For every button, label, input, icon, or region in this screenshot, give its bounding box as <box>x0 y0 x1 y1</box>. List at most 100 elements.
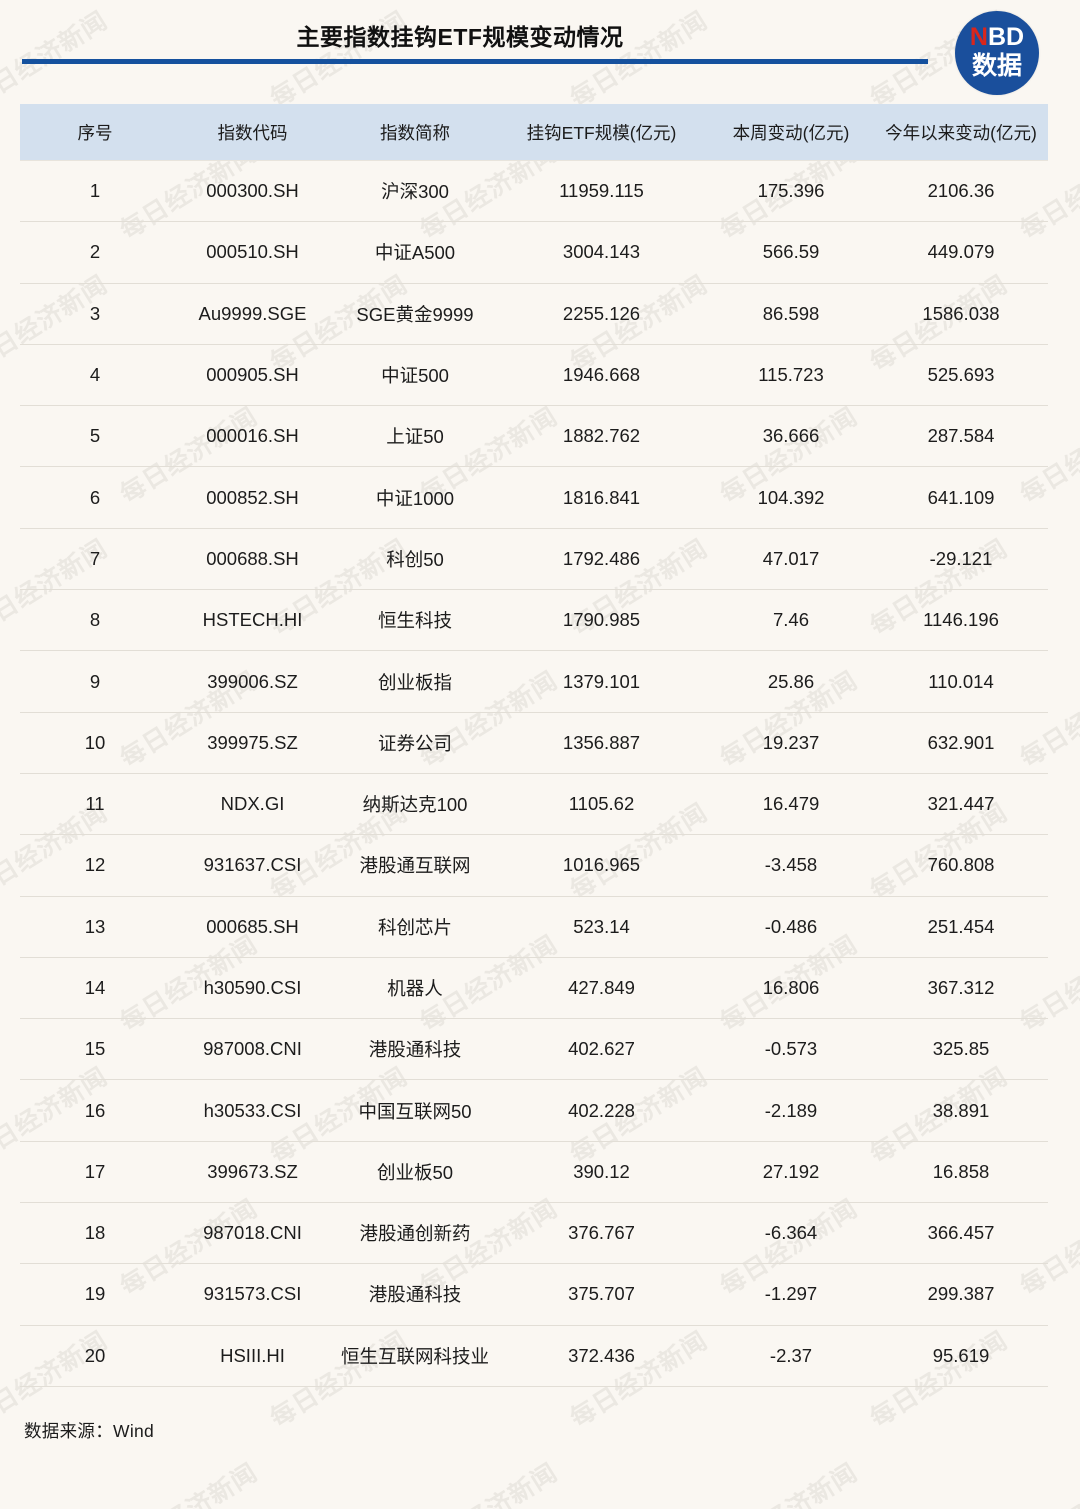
cell-index-code: 987008.CNI <box>170 1018 335 1081</box>
cell-etf-scale: 402.627 <box>495 1018 708 1081</box>
nbd-logo-wordmark: NBD <box>955 25 1039 50</box>
header-bar: 主要指数挂钩ETF规模变动情况 <box>0 0 1080 62</box>
cell-index-code: 000852.SH <box>170 466 335 529</box>
cell-etf-scale: 11959.115 <box>495 159 708 223</box>
cell-index: 7 <box>20 528 170 591</box>
cell-weekly-change: 104.392 <box>708 466 874 529</box>
column-header-ytd-change: 今年以来变动(亿元) <box>885 122 1037 143</box>
cell-index: 14 <box>20 957 170 1020</box>
data-source-note: 数据来源：Wind <box>24 1421 155 1441</box>
cell-ytd-change: 38.891 <box>874 1079 1048 1142</box>
cell-etf-scale: 523.14 <box>495 896 708 958</box>
cell-weekly-change: 86.598 <box>708 283 874 345</box>
cell-ytd-change: 367.312 <box>874 957 1048 1020</box>
table-row: 14 h30590.CSI 机器人 427.849 16.806 367.312 <box>20 957 1048 1020</box>
cell-index: 8 <box>20 589 170 652</box>
table-row: 2 000510.SH 中证A500 3004.143 566.59 449.079 <box>20 221 1048 284</box>
table-row: 3 Au9999.SGE SGE黄金9999 2255.126 86.598 1586.0… <box>20 283 1048 345</box>
table-header: 序号 指数代码 指数简称 挂钩ETF规模(亿元) 本周变动(亿元) 今年以来变动… <box>20 104 1048 161</box>
cell-index: 19 <box>20 1263 170 1326</box>
cell-etf-scale: 1356.887 <box>495 712 708 774</box>
cell-ytd-change: 251.454 <box>874 896 1048 958</box>
cell-index-code: Au9999.SGE <box>170 283 335 345</box>
cell-index-name: 中证1000 <box>335 466 495 529</box>
cell-weekly-change: 25.86 <box>708 650 874 713</box>
cell-ytd-change: 632.901 <box>874 712 1048 774</box>
cell-weekly-change: 47.017 <box>708 528 874 591</box>
cell-index: 5 <box>20 405 170 468</box>
watermark-text: 每日经济新闻 <box>1012 1453 1080 1509</box>
cell-weekly-change: 566.59 <box>708 221 874 284</box>
cell-etf-scale: 3004.143 <box>495 221 708 284</box>
cell-index: 6 <box>20 466 170 529</box>
cell-ytd-change: 321.447 <box>874 773 1048 836</box>
cell-index-name: 纳斯达克100 <box>335 773 495 836</box>
cell-ytd-change: 16.858 <box>874 1141 1048 1204</box>
table-header-row: 序号 指数代码 指数简称 挂钩ETF规模(亿元) 本周变动(亿元) 今年以来变动… <box>20 104 1048 161</box>
cell-weekly-change: 27.192 <box>708 1141 874 1204</box>
cell-index-name: SGE黄金9999 <box>335 283 495 345</box>
cell-index: 17 <box>20 1141 170 1204</box>
cell-index-code: 000905.SH <box>170 344 335 407</box>
cell-ytd-change: 641.109 <box>874 466 1048 529</box>
table-row: 19 931573.CSI 港股通科技 375.707 -1.297 299.387 <box>20 1263 1048 1326</box>
nbd-logo-letter-n: N <box>969 23 988 51</box>
etf-table-container: 序号 指数代码 指数简称 挂钩ETF规模(亿元) 本周变动(亿元) 今年以来变动… <box>0 104 1080 1387</box>
cell-index-code: 931573.CSI <box>170 1263 335 1326</box>
cell-index-code: 000688.SH <box>170 528 335 591</box>
cell-index-name: 港股通科技 <box>335 1263 495 1326</box>
cell-index-name: 中证A500 <box>335 221 495 284</box>
table-body: 1 000300.SH 沪深300 11959.115 175.396 2106.36 2 0… <box>20 159 1048 1387</box>
cell-index-code: 000300.SH <box>170 159 335 223</box>
table-row: 20 HSIII.HI 恒生互联网科技业 372.436 -2.37 95.619 <box>20 1325 1048 1387</box>
cell-weekly-change: -6.364 <box>708 1202 874 1265</box>
cell-index: 12 <box>20 834 170 897</box>
cell-index-name: 上证50 <box>335 405 495 468</box>
cell-etf-scale: 376.767 <box>495 1202 708 1265</box>
cell-weekly-change: -2.189 <box>708 1079 874 1142</box>
cell-etf-scale: 1792.486 <box>495 528 708 591</box>
cell-index-code: NDX.GI <box>170 773 335 836</box>
cell-ytd-change: 449.079 <box>874 221 1048 284</box>
cell-weekly-change: 175.396 <box>708 159 874 223</box>
cell-index-code: 399673.SZ <box>170 1141 335 1204</box>
cell-ytd-change: 287.584 <box>874 405 1048 468</box>
cell-ytd-change: -29.121 <box>874 528 1048 591</box>
table-row: 18 987018.CNI 港股通创新药 376.767 -6.364 366.457 <box>20 1202 1048 1265</box>
cell-etf-scale: 375.707 <box>495 1263 708 1326</box>
column-header-weekly-change: 本周变动(亿元) <box>732 122 850 143</box>
cell-index: 11 <box>20 773 170 836</box>
cell-index-code: h30590.CSI <box>170 957 335 1020</box>
cell-index-name: 中证500 <box>335 344 495 407</box>
cell-weekly-change: -2.37 <box>708 1325 874 1387</box>
table-row: 7 000688.SH 科创50 1792.486 47.017 -29.121 <box>20 528 1048 591</box>
cell-etf-scale: 1816.841 <box>495 466 708 529</box>
cell-index: 18 <box>20 1202 170 1265</box>
title-divider <box>22 59 928 64</box>
cell-index: 2 <box>20 221 170 284</box>
cell-index-name: 港股通互联网 <box>335 834 495 897</box>
cell-weekly-change: 19.237 <box>708 712 874 774</box>
table-row: 5 000016.SH 上证50 1882.762 36.666 287.584 <box>20 405 1048 468</box>
cell-index-code: 000685.SH <box>170 896 335 958</box>
cell-ytd-change: 95.619 <box>874 1325 1048 1387</box>
column-header-index-code: 指数代码 <box>217 122 288 143</box>
cell-ytd-change: 1146.196 <box>874 589 1048 652</box>
cell-index: 15 <box>20 1018 170 1081</box>
table-row: 9 399006.SZ 创业板指 1379.101 25.86 110.014 <box>20 650 1048 713</box>
cell-etf-scale: 427.849 <box>495 957 708 1020</box>
column-header-etf-scale: 挂钩ETF规模(亿元) <box>526 122 677 143</box>
cell-index-code: h30533.CSI <box>170 1079 335 1142</box>
nbd-logo-letters-bd: BD <box>987 23 1025 51</box>
cell-etf-scale: 2255.126 <box>495 283 708 345</box>
cell-etf-scale: 402.228 <box>495 1079 708 1142</box>
cell-ytd-change: 325.85 <box>874 1018 1048 1081</box>
cell-index-code: 987018.CNI <box>170 1202 335 1265</box>
cell-weekly-change: -0.573 <box>708 1018 874 1081</box>
cell-index-code: HSIII.HI <box>170 1325 335 1387</box>
cell-ytd-change: 110.014 <box>874 650 1048 713</box>
cell-ytd-change: 366.457 <box>874 1202 1048 1265</box>
table-row: 11 NDX.GI 纳斯达克100 1105.62 16.479 321.447 <box>20 773 1048 836</box>
cell-ytd-change: 2106.36 <box>874 159 1048 223</box>
nbd-logo: NBD 数据 <box>955 11 1039 95</box>
